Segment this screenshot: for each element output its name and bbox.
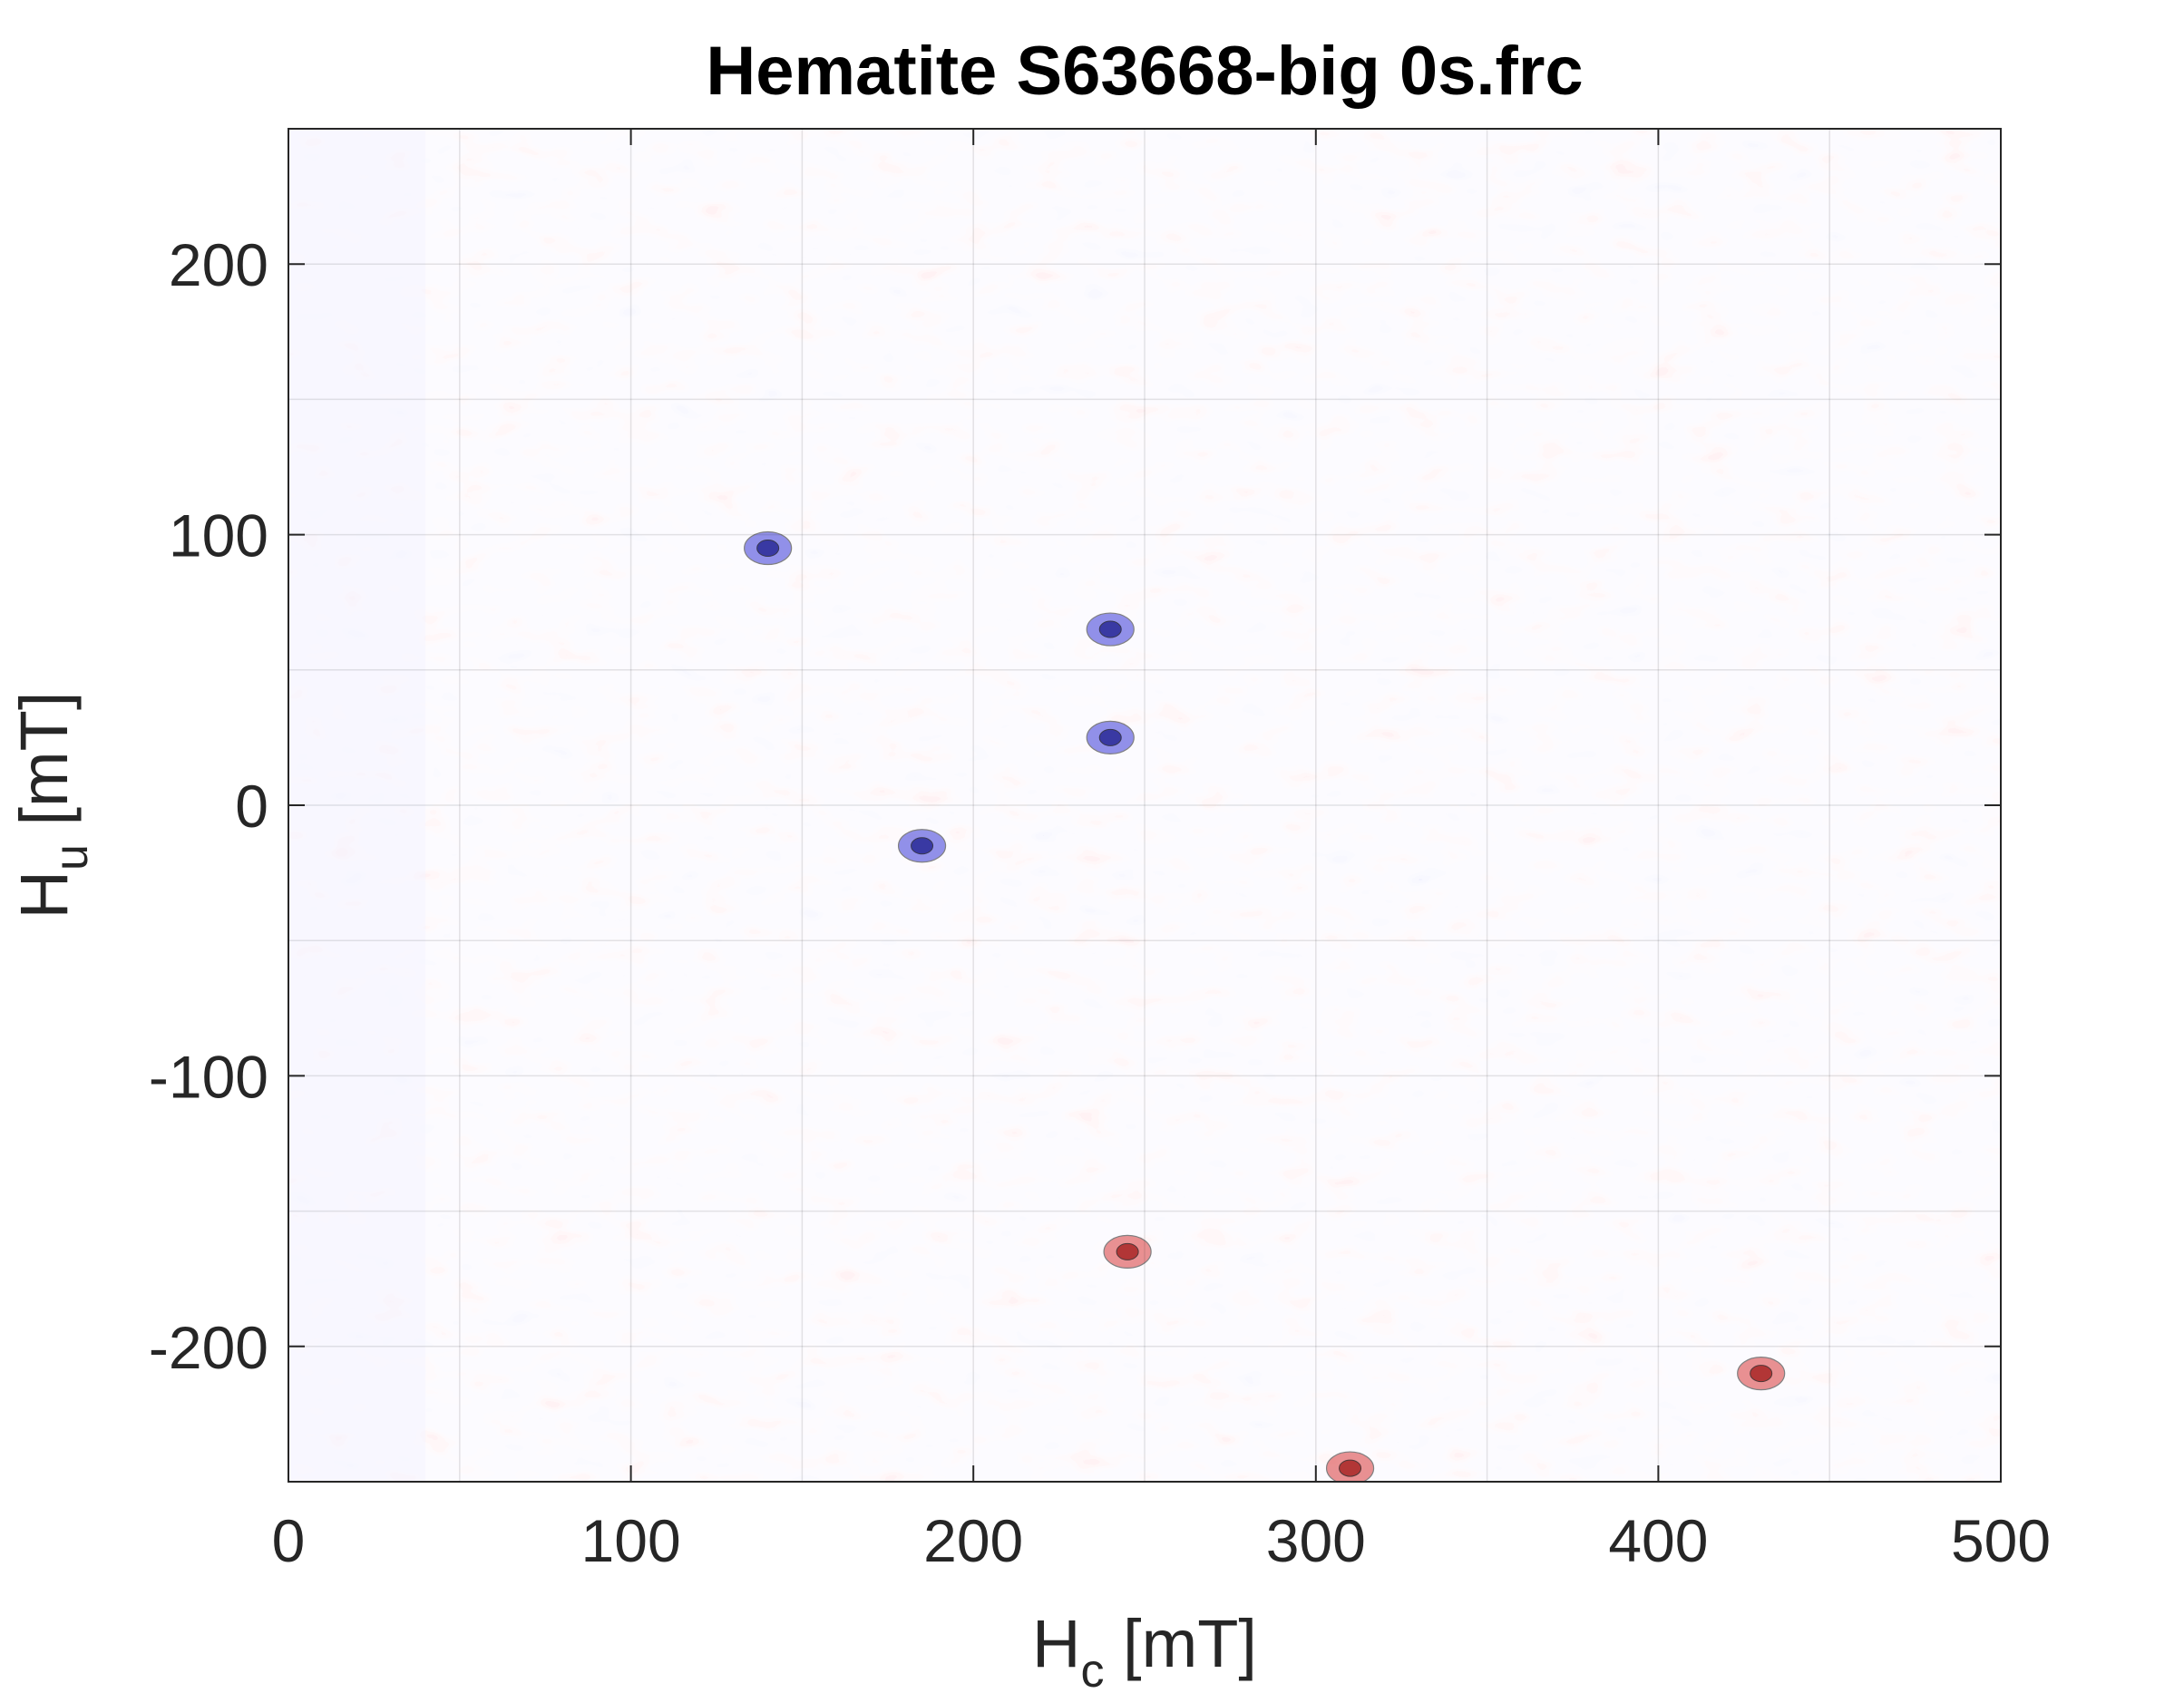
y-tick-label: 200 (169, 231, 268, 298)
x-axis-label-main: H (1032, 1606, 1080, 1681)
plot-area: 0 100 200 300 400 500 -200 -100 0 100 200 (149, 128, 2051, 1574)
low-coercivity-fade (288, 129, 426, 1482)
chart-title: Hematite S63668-big 0s.frc (706, 33, 1583, 110)
x-tick-label: 200 (923, 1507, 1023, 1574)
y-axis-label: Hu [mT] (6, 692, 98, 919)
x-tick-label: 100 (581, 1507, 681, 1574)
feature-core-0 (756, 540, 780, 558)
feature-core-5 (1750, 1365, 1773, 1383)
grid-lines (288, 129, 2001, 1482)
x-axis-label: Hc [mT] (1032, 1606, 1257, 1693)
y-tick-label: -200 (149, 1314, 268, 1381)
y-tick-label: 100 (169, 502, 268, 569)
feature-core-1 (1098, 620, 1122, 638)
notable-features (744, 530, 1786, 1482)
feature-core-4 (1339, 1459, 1362, 1477)
feature-core-3 (1098, 728, 1122, 746)
y-axis-label-unit: [mT] (6, 692, 82, 845)
x-tick-label: 300 (1266, 1507, 1366, 1574)
x-tick-label: 0 (272, 1507, 306, 1574)
x-tick-label: 400 (1608, 1507, 1708, 1574)
feature-core-2 (911, 837, 934, 855)
axis-ticks: 0 100 200 300 400 500 -200 -100 0 100 200 (149, 129, 2051, 1574)
y-axis-label-subscript: u (45, 844, 98, 871)
x-tick-label: 500 (1951, 1507, 2051, 1574)
y-tick-label: 0 (235, 773, 268, 840)
x-axis-label-subscript: c (1080, 1645, 1104, 1693)
x-axis-label-unit: [mT] (1104, 1606, 1257, 1681)
y-tick-label: -100 (149, 1043, 268, 1110)
feature-core-6 (1116, 1242, 1139, 1260)
y-axis-label-main: H (6, 871, 82, 919)
